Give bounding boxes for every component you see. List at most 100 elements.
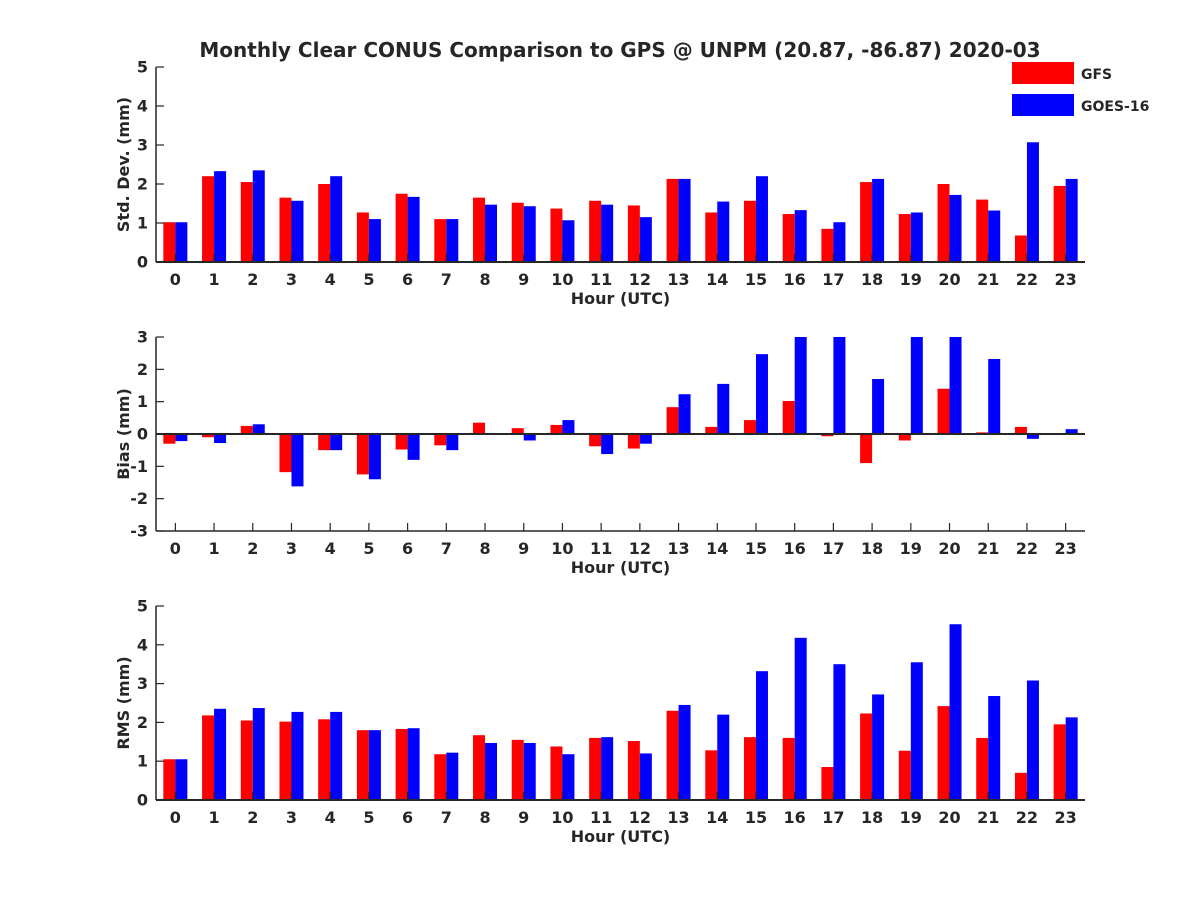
bar-gfs-hour-3 <box>279 434 292 473</box>
x-tick-label: 19 <box>900 808 922 827</box>
y-tick-label: -2 <box>130 489 148 508</box>
bar-gfs-hour-17 <box>821 228 834 262</box>
bar-gfs-hour-11 <box>589 737 602 800</box>
bar-gfs-hour-2 <box>240 182 253 262</box>
x-tick-label: 22 <box>1016 808 1038 827</box>
bar-goes16-hour-9 <box>523 206 536 262</box>
bar-gfs-hour-6 <box>395 434 408 450</box>
bar-gfs-hour-13 <box>666 407 679 434</box>
bar-gfs-hour-22 <box>1014 235 1027 262</box>
x-tick-label: 15 <box>745 270 767 289</box>
y-tick-label: 1 <box>137 392 148 411</box>
x-tick-label: 10 <box>551 270 573 289</box>
x-tick-label: 19 <box>900 539 922 558</box>
bar-goes16-hour-20 <box>949 337 962 434</box>
bar-goes16-hour-8 <box>485 204 498 262</box>
y-axis-label: Std. Dev. (mm) <box>114 97 133 232</box>
bar-goes16-hour-4 <box>330 434 343 451</box>
bar-gfs-hour-9 <box>511 202 524 262</box>
x-tick-label: 15 <box>745 808 767 827</box>
x-tick-label: 4 <box>325 539 336 558</box>
bar-gfs-hour-17 <box>821 767 834 800</box>
bar-gfs-hour-12 <box>627 434 640 449</box>
x-tick-label: 17 <box>822 270 844 289</box>
x-tick-label: 18 <box>861 808 883 827</box>
bar-goes16-hour-19 <box>910 337 923 434</box>
y-axis-label: RMS (mm) <box>114 656 133 749</box>
bar-goes16-hour-9 <box>523 434 536 441</box>
bar-gfs-hour-8 <box>473 422 486 434</box>
bar-gfs-hour-6 <box>395 729 408 800</box>
x-tick-label: 2 <box>247 808 258 827</box>
bar-goes16-hour-4 <box>330 176 343 262</box>
bar-gfs-hour-19 <box>898 214 911 262</box>
x-tick-label: 0 <box>170 270 181 289</box>
x-tick-label: 15 <box>745 539 767 558</box>
legend-swatch-goes16 <box>1012 94 1074 116</box>
x-tick-label: 11 <box>590 539 612 558</box>
bar-gfs-hour-8 <box>473 735 486 800</box>
bar-gfs-hour-4 <box>318 434 331 451</box>
x-tick-label: 10 <box>551 539 573 558</box>
bar-gfs-hour-23 <box>1053 724 1066 800</box>
x-tick-label: 14 <box>706 808 728 827</box>
x-tick-label: 5 <box>363 270 374 289</box>
bar-gfs-hour-1 <box>202 176 215 262</box>
bar-goes16-hour-0 <box>175 759 188 800</box>
y-tick-label: -1 <box>130 457 148 476</box>
bar-gfs-hour-11 <box>589 200 602 262</box>
x-tick-label: 23 <box>1055 808 1077 827</box>
x-tick-label: 4 <box>325 808 336 827</box>
bar-gfs-hour-14 <box>705 750 718 800</box>
bar-gfs-hour-20 <box>937 388 950 434</box>
bar-goes16-hour-11 <box>601 434 614 455</box>
bar-gfs-hour-16 <box>782 214 795 262</box>
bar-goes16-hour-23 <box>1065 429 1078 434</box>
y-tick-label: 3 <box>137 328 148 347</box>
y-tick-label: 0 <box>137 253 148 272</box>
bar-gfs-hour-18 <box>860 182 873 262</box>
bar-goes16-hour-6 <box>407 728 420 800</box>
bar-goes16-hour-16 <box>794 210 807 262</box>
x-tick-label: 21 <box>977 808 999 827</box>
bar-gfs-hour-22 <box>1014 426 1027 434</box>
y-tick-label: 0 <box>137 791 148 810</box>
bar-goes16-hour-2 <box>252 170 265 262</box>
bar-gfs-hour-20 <box>937 184 950 262</box>
bar-gfs-hour-2 <box>240 425 253 434</box>
legend: GFS GOES-16 <box>1012 62 1149 116</box>
x-tick-label: 16 <box>784 270 806 289</box>
x-tick-label: 0 <box>170 539 181 558</box>
x-tick-label: 23 <box>1055 270 1077 289</box>
bar-gfs-hour-18 <box>860 434 873 464</box>
x-tick-label: 9 <box>518 539 529 558</box>
bar-gfs-hour-16 <box>782 737 795 800</box>
x-tick-label: 14 <box>706 270 728 289</box>
bar-gfs-hour-9 <box>511 739 524 800</box>
bar-goes16-hour-18 <box>872 694 885 800</box>
y-tick-label: 3 <box>137 674 148 693</box>
x-tick-label: 9 <box>518 808 529 827</box>
bar-goes16-hour-5 <box>368 219 381 262</box>
x-tick-label: 6 <box>402 270 413 289</box>
x-tick-label: 16 <box>784 808 806 827</box>
x-tick-label: 8 <box>479 539 490 558</box>
x-tick-label: 11 <box>590 808 612 827</box>
bar-gfs-hour-7 <box>434 754 447 800</box>
x-axis-label: Hour (UTC) <box>571 558 671 577</box>
x-tick-label: 16 <box>784 539 806 558</box>
x-tick-label: 14 <box>706 539 728 558</box>
x-tick-label: 22 <box>1016 539 1038 558</box>
bar-gfs-hour-2 <box>240 720 253 800</box>
x-tick-label: 18 <box>861 270 883 289</box>
x-tick-label: 20 <box>938 539 960 558</box>
x-tick-label: 4 <box>325 270 336 289</box>
y-tick-label: 5 <box>137 597 148 616</box>
bar-goes16-hour-22 <box>1026 142 1039 262</box>
bar-gfs-hour-8 <box>473 197 486 262</box>
bar-gfs-hour-4 <box>318 719 331 800</box>
bar-gfs-hour-0 <box>163 759 176 800</box>
bar-gfs-hour-19 <box>898 750 911 800</box>
